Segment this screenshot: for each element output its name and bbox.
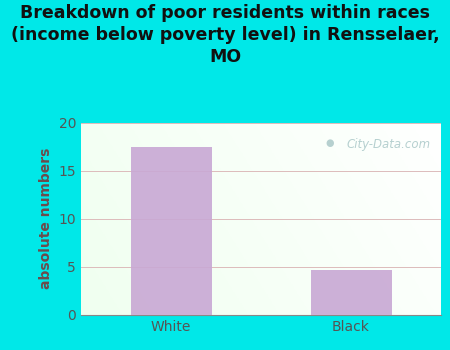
Text: Breakdown of poor residents within races
(income below poverty level) in Renssel: Breakdown of poor residents within races… <box>11 4 439 66</box>
Y-axis label: absolute numbers: absolute numbers <box>39 148 53 289</box>
Text: ●: ● <box>326 138 334 148</box>
Bar <box>130 147 212 315</box>
Text: City-Data.com: City-Data.com <box>346 138 430 151</box>
Bar <box>310 270 392 315</box>
